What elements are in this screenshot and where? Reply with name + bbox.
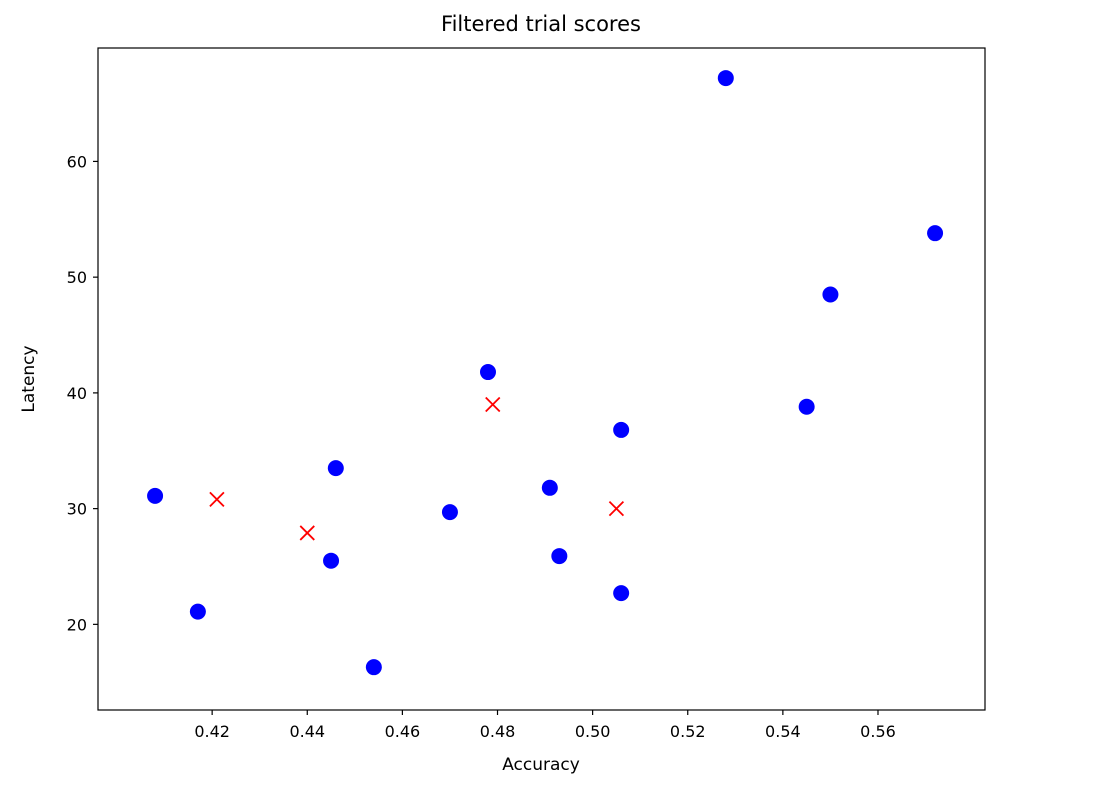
- y-axis-label: Latency: [19, 345, 39, 412]
- data-point-filtered-out-trials: [209, 491, 225, 508]
- data-point-filtered-out-trials: [299, 525, 315, 541]
- axes-frame: [97, 47, 986, 711]
- data-point-filtered-out-trials: [608, 500, 625, 517]
- x-tick-label: 0.56: [860, 722, 896, 741]
- x-tick-label: 0.46: [385, 722, 421, 741]
- x-axis-label: Accuracy: [502, 755, 580, 775]
- data-points-layer: [147, 70, 944, 676]
- data-point-kept-trials: [147, 487, 164, 504]
- y-tick-label: 30: [67, 500, 87, 519]
- axis-ticks: 0.42 0.44 0.46 0.48 0.50 0.52 0.54 0.56 20 30 40 50…: [67, 152, 896, 741]
- data-point-kept-trials: [323, 552, 340, 569]
- x-tick-label: 0.48: [480, 722, 516, 741]
- data-point-kept-trials: [327, 460, 344, 477]
- data-point-kept-trials: [189, 603, 206, 620]
- data-point-kept-trials: [551, 548, 568, 565]
- data-point-kept-trials: [927, 225, 944, 242]
- data-point-kept-trials: [798, 398, 815, 415]
- plot-area: [98, 48, 985, 710]
- y-tick-label: 40: [67, 384, 87, 403]
- data-point-kept-trials: [613, 585, 630, 602]
- data-point-kept-trials: [613, 421, 630, 438]
- data-point-kept-trials: [541, 479, 558, 496]
- x-tick-label: 0.52: [670, 722, 706, 741]
- data-point-kept-trials: [365, 659, 382, 676]
- data-point-filtered-out-trials: [485, 396, 501, 413]
- x-tick-label: 0.44: [289, 722, 325, 741]
- x-tick-label: 0.54: [765, 722, 801, 741]
- data-point-kept-trials: [717, 70, 734, 87]
- y-tick-label: 20: [67, 615, 87, 634]
- x-tick-label: 0.50: [575, 722, 611, 741]
- data-point-kept-trials: [822, 286, 839, 303]
- y-tick-label: 50: [67, 268, 87, 287]
- y-tick-label: 60: [67, 152, 87, 171]
- data-point-kept-trials: [441, 504, 458, 521]
- chart-title: Filtered trial scores: [441, 12, 641, 36]
- x-tick-label: 0.42: [194, 722, 230, 741]
- data-point-kept-trials: [479, 364, 496, 381]
